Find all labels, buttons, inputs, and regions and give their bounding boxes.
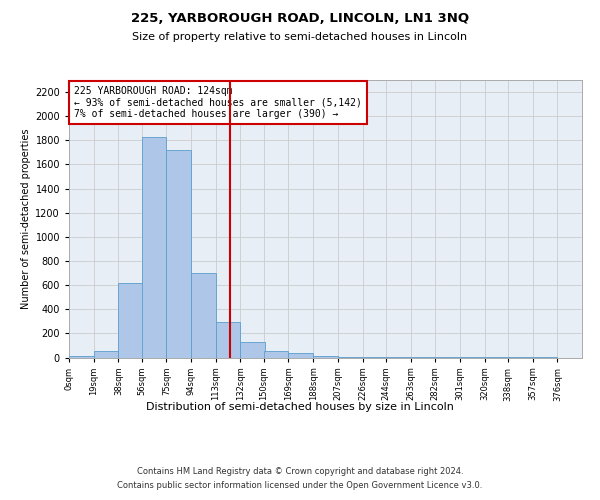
Bar xyxy=(264,351,289,358)
Text: Size of property relative to semi-detached houses in Lincoln: Size of property relative to semi-detach… xyxy=(133,32,467,42)
Bar xyxy=(485,357,509,358)
Bar xyxy=(69,356,94,358)
Y-axis label: Number of semi-detached properties: Number of semi-detached properties xyxy=(21,128,31,309)
Text: 225 YARBOROUGH ROAD: 124sqm
← 93% of semi-detached houses are smaller (5,142)
7%: 225 YARBOROUGH ROAD: 124sqm ← 93% of sem… xyxy=(74,86,362,118)
Bar xyxy=(313,356,338,358)
Bar xyxy=(386,357,410,358)
Text: Contains public sector information licensed under the Open Government Licence v3: Contains public sector information licen… xyxy=(118,481,482,490)
Text: 225, YARBOROUGH ROAD, LINCOLN, LN1 3NQ: 225, YARBOROUGH ROAD, LINCOLN, LN1 3NQ xyxy=(131,12,469,26)
Bar xyxy=(166,150,191,358)
Bar xyxy=(118,282,143,358)
Text: Distribution of semi-detached houses by size in Lincoln: Distribution of semi-detached houses by … xyxy=(146,402,454,412)
Bar xyxy=(289,354,313,358)
Bar xyxy=(94,352,118,358)
Bar xyxy=(362,357,387,358)
Bar xyxy=(241,342,265,357)
Text: Contains HM Land Registry data © Crown copyright and database right 2024.: Contains HM Land Registry data © Crown c… xyxy=(137,468,463,476)
Bar xyxy=(191,273,216,357)
Bar xyxy=(216,322,241,358)
Bar xyxy=(142,136,166,358)
Bar xyxy=(338,357,362,358)
